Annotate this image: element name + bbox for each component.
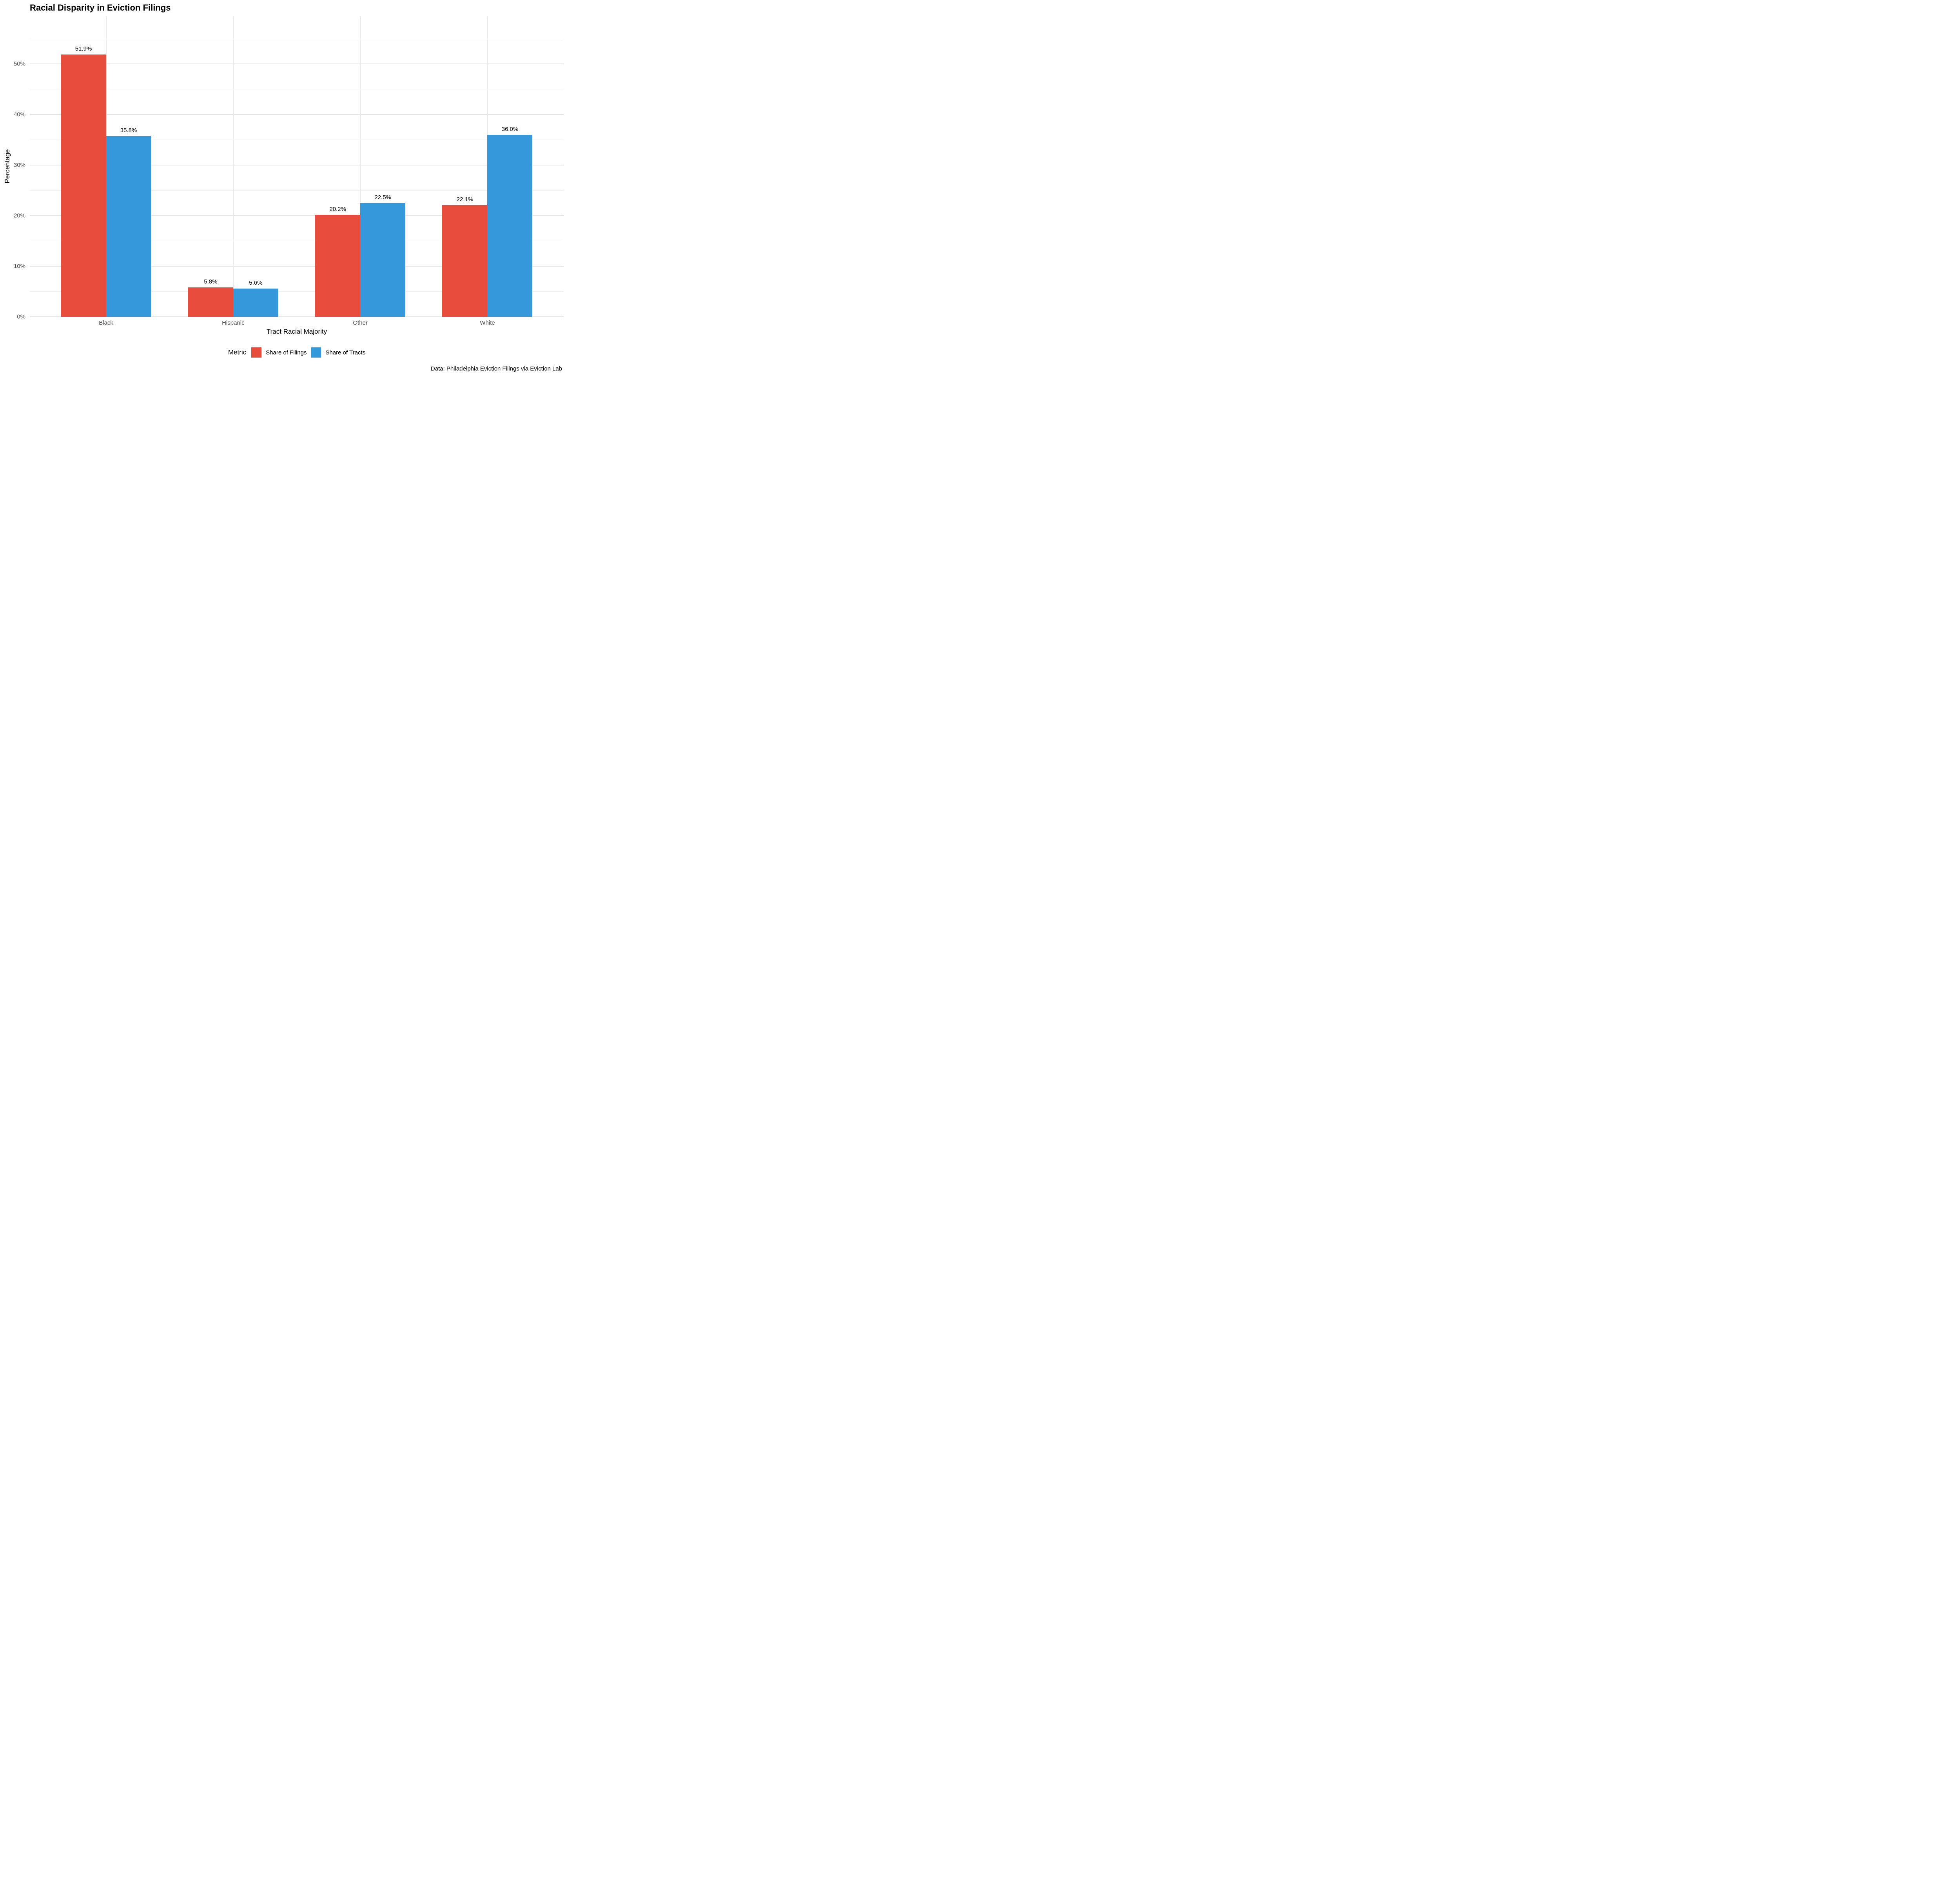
- y-tick-label: 20%: [13, 212, 25, 219]
- plot-panel: 51.9% 35.8% 5.8% 5.6% 20.2% 22.5% 22.1% 36.0%: [30, 16, 564, 317]
- legend-item-share-of-filings: Share of Filings: [251, 347, 307, 358]
- legend-label: Share of Filings: [266, 349, 307, 356]
- bar-white-share-of-tracts: [487, 134, 533, 317]
- legend-title: Metric: [228, 349, 247, 356]
- bar-value-label: 35.8%: [120, 127, 137, 134]
- legend: Metric Share of Filings Share of Tracts: [30, 347, 564, 358]
- x-tick-label-black: Black: [99, 320, 113, 326]
- x-tick-label-white: White: [480, 320, 495, 326]
- x-tick-label-other: Other: [353, 320, 368, 326]
- chart: Racial Disparity in Eviction Filings 51.…: [0, 0, 564, 376]
- bar-value-label: 20.2%: [329, 205, 346, 213]
- bar-other-share-of-filings: [315, 214, 361, 317]
- legend-swatch-share-of-tracts: [311, 347, 321, 358]
- y-gridline-major: [30, 215, 564, 216]
- legend-item-share-of-tracts: Share of Tracts: [311, 347, 365, 358]
- bar-other-share-of-tracts: [360, 203, 406, 317]
- y-tick-label: 50%: [13, 60, 25, 67]
- y-gridline-major: [30, 114, 564, 115]
- y-tick-label: 10%: [13, 263, 25, 270]
- bar-hispanic-share-of-tracts: [233, 288, 278, 317]
- y-tick-label: 0%: [17, 313, 25, 320]
- x-axis-title: Tract Racial Majority: [266, 328, 327, 335]
- bar-value-label: 5.6%: [249, 279, 263, 286]
- bar-black-share-of-tracts: [106, 136, 151, 317]
- x-gridline-other: [360, 16, 361, 317]
- bar-hispanic-share-of-filings: [188, 287, 233, 317]
- bar-white-share-of-filings: [442, 205, 488, 317]
- y-gridline-minor: [30, 291, 564, 292]
- bar-value-label: 5.8%: [204, 278, 218, 285]
- y-tick-label: 30%: [13, 162, 25, 169]
- bar-value-label: 22.1%: [456, 196, 474, 203]
- y-gridline-minor: [30, 190, 564, 191]
- x-tick-label-hispanic: Hispanic: [222, 320, 245, 326]
- bar-value-label: 36.0%: [501, 125, 519, 133]
- y-gridline-major: [30, 316, 564, 317]
- legend-swatch-share-of-filings: [251, 347, 262, 358]
- bar-value-label: 51.9%: [75, 45, 92, 52]
- chart-title: Racial Disparity in Eviction Filings: [30, 3, 171, 13]
- bar-black-share-of-filings: [61, 54, 106, 317]
- caption: Data: Philadelphia Eviction Filings via …: [430, 365, 562, 372]
- bar-value-label: 22.5%: [374, 194, 391, 201]
- x-gridline-hispanic: [232, 16, 234, 317]
- y-tick-label: 40%: [13, 111, 25, 118]
- legend-label: Share of Tracts: [325, 349, 366, 356]
- y-gridline-major: [30, 266, 564, 267]
- y-axis-title: Percentage: [4, 149, 11, 183]
